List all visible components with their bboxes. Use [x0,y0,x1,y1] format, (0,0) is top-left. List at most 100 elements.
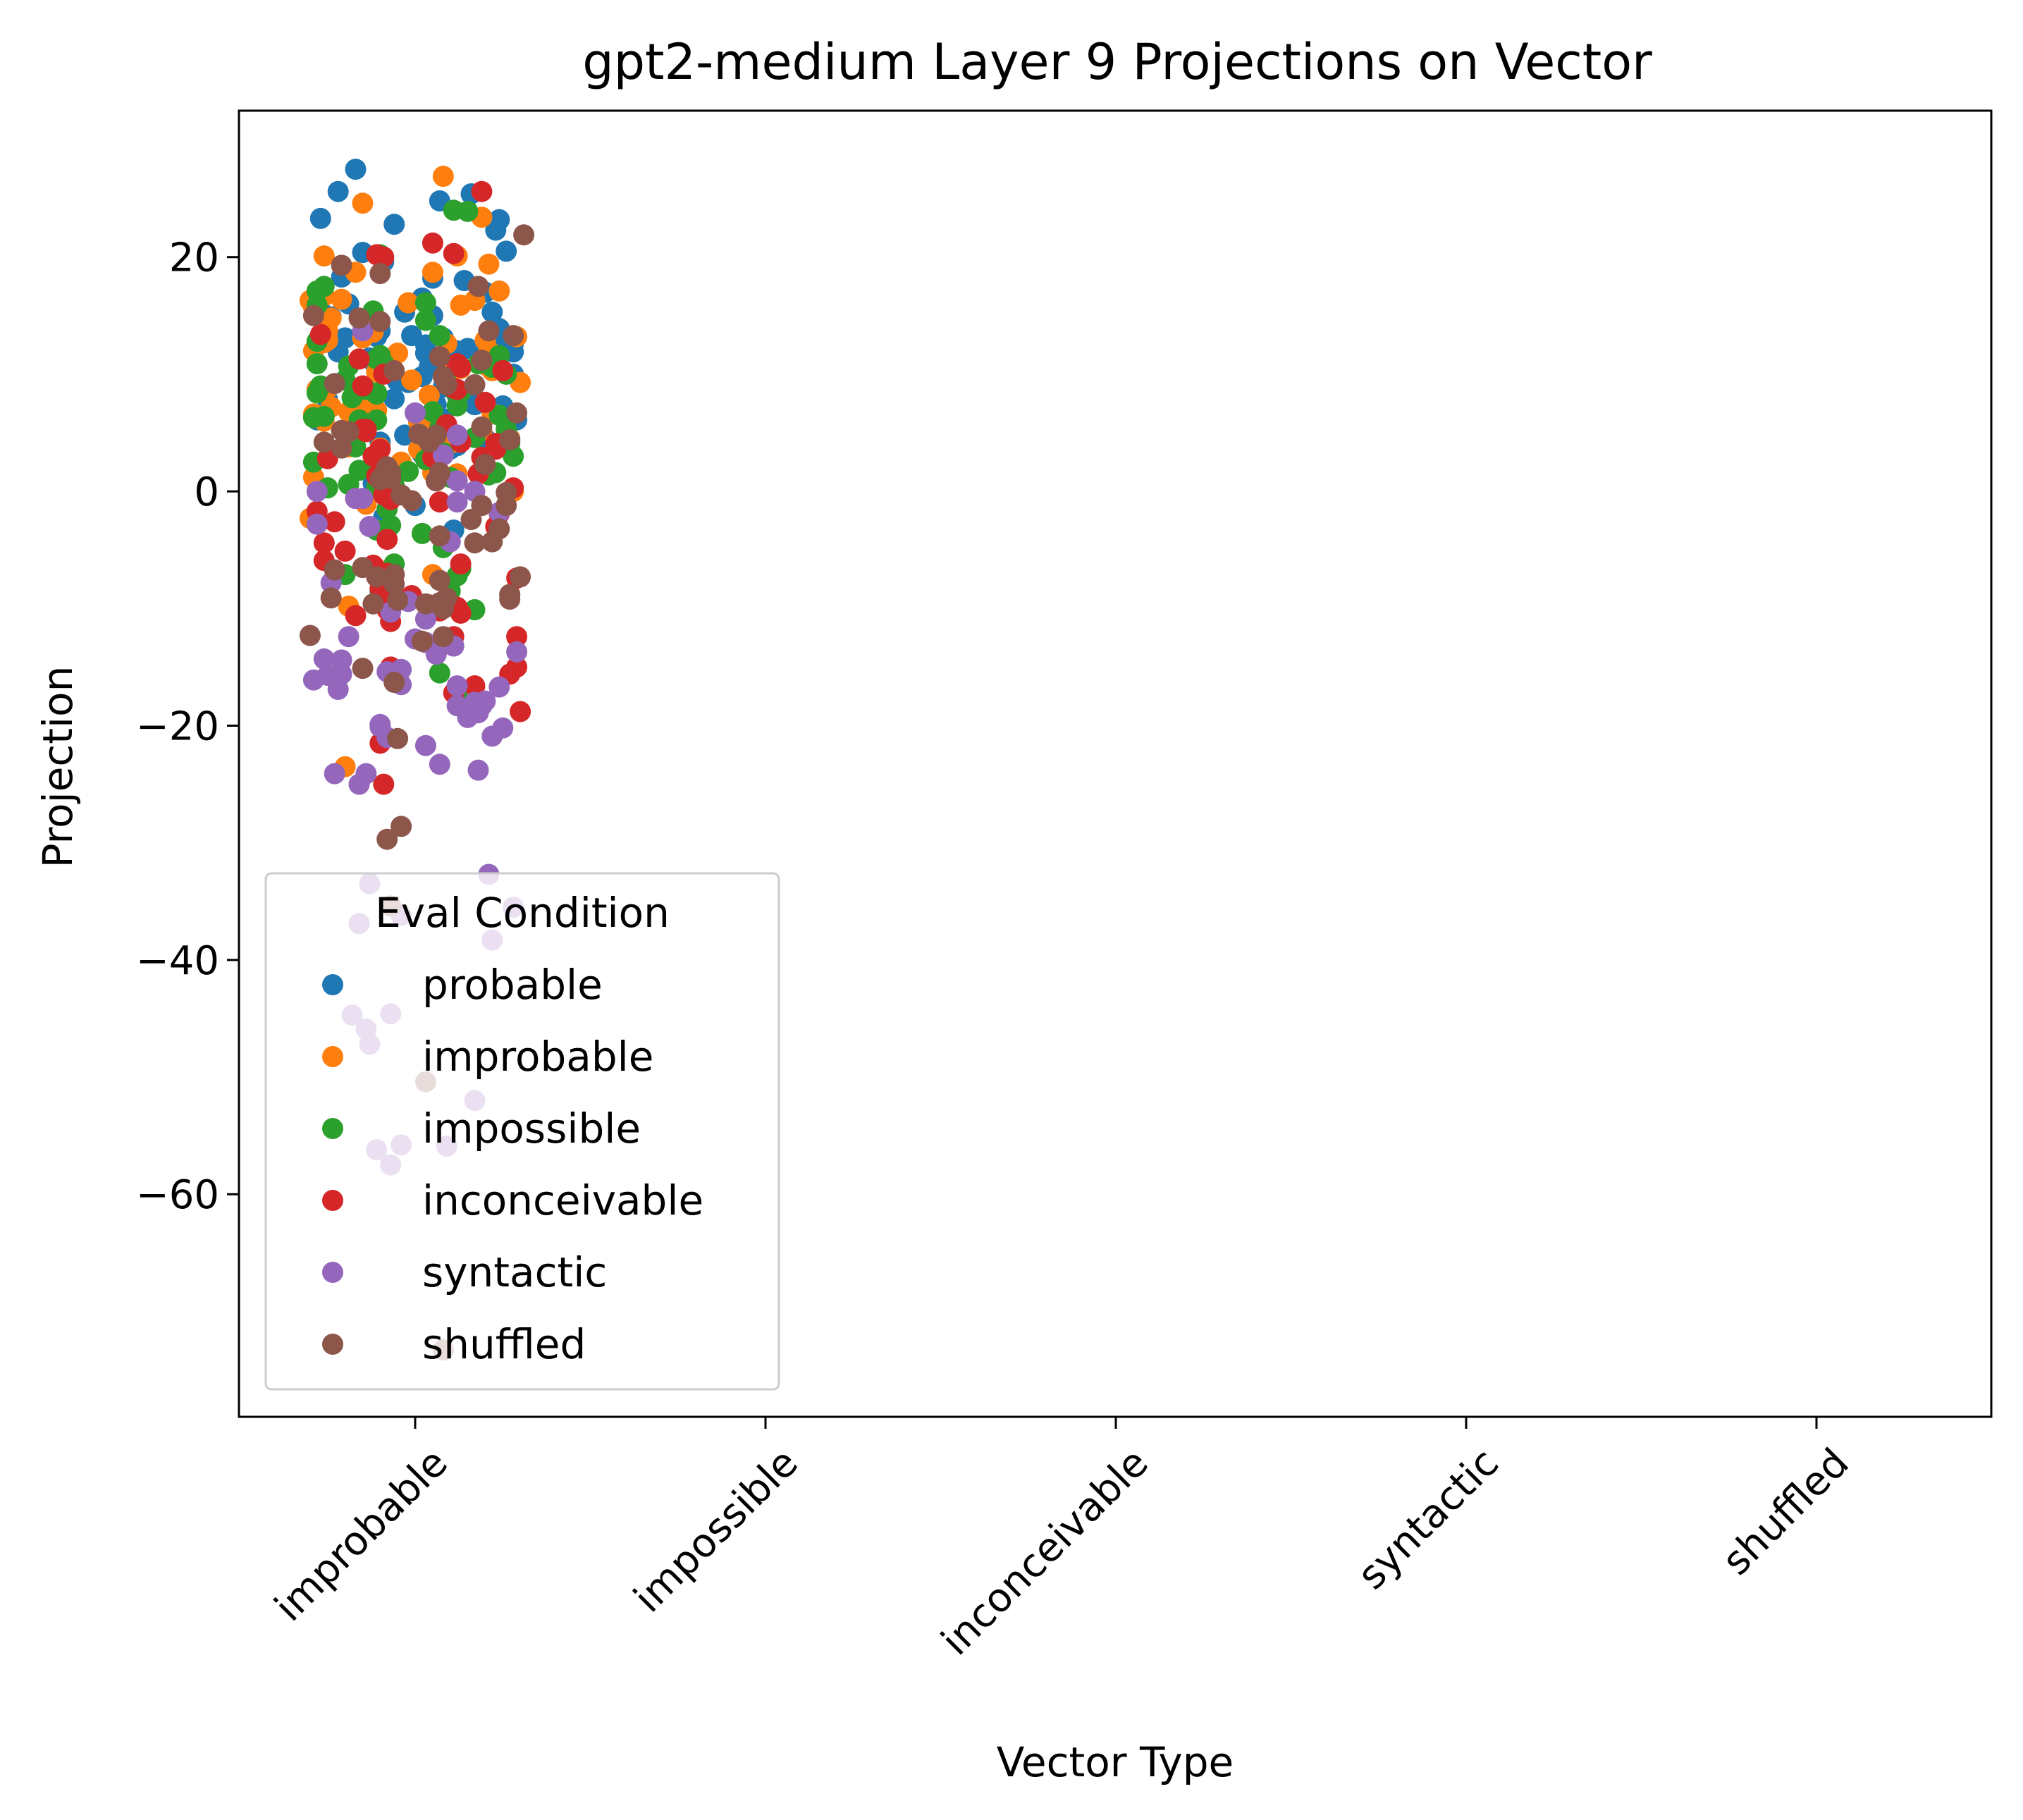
data-point-shuffled [366,566,388,588]
data-point-inconceivable [324,511,345,533]
data-point-improbable [478,253,500,275]
data-point-shuffled [429,462,450,484]
data-point-shuffled [331,254,352,276]
data-point-inconceivable [506,626,528,648]
data-point-shuffled [503,325,524,347]
data-point-syntactic [352,488,374,510]
data-point-shuffled [302,305,324,326]
data-point-shuffled [391,816,412,837]
data-point-shuffled [383,359,405,381]
data-point-shuffled [299,625,321,646]
data-point-inconceivable [464,675,486,696]
data-point-syntactic [488,676,510,698]
data-point-shuffled [391,484,412,506]
data-point-syntactic [446,675,468,696]
legend-label-improbable: improbable [422,1033,653,1081]
data-point-shuffled [387,727,409,749]
data-point-improbable [488,280,510,302]
data-point-shuffled [369,311,391,333]
data-point-inconceivable [471,180,493,202]
data-point-inconceivable [352,375,374,397]
data-point-shuffled [411,630,433,652]
legend-label-shuffled: shuffled [422,1320,586,1368]
data-point-shuffled [376,828,398,850]
data-point-shuffled [499,429,521,450]
data-point-shuffled [506,402,528,424]
data-point-inconceivable [450,553,472,575]
points-layer [299,159,535,1361]
data-point-syntactic [355,763,377,785]
data-point-shuffled [324,559,345,581]
data-point-impossible [429,325,450,347]
data-point-syntactic [414,608,436,630]
y-axis-label: Projection [34,666,82,868]
data-point-probable [496,240,517,262]
data-point-shuffled [471,350,493,371]
data-point-inconceivable [510,701,531,723]
data-point-probable [488,209,510,230]
data-point-shuffled [425,424,447,446]
data-point-shuffled [387,589,409,611]
data-point-inconceivable [373,773,395,795]
data-point-probable [345,159,367,180]
data-point-shuffled [429,525,450,547]
data-point-syntactic [414,734,436,756]
data-point-improbable [432,166,454,187]
legend-marker-inconceivable [322,1190,343,1211]
data-point-syntactic [338,626,359,648]
data-point-shuffled [348,307,370,329]
data-point-shuffled [429,346,450,367]
data-point-impossible [306,353,328,374]
data-point-shuffled [320,587,342,609]
data-point-inconceivable [348,348,370,370]
data-point-shuffled [436,374,457,395]
data-point-inconceivable [373,246,395,268]
data-point-impossible [313,405,335,427]
legend-label-syntactic: syntactic [422,1248,607,1296]
data-point-probable [481,301,503,323]
data-point-syntactic [302,669,324,691]
data-point-probable [327,180,349,202]
legend: Eval Condition probable improbable impossi… [264,872,780,1391]
data-point-inconceivable [450,357,472,378]
legend-label-impossible: impossible [422,1105,641,1152]
data-point-impossible [414,309,436,331]
y-tick-label: −40 [136,938,219,984]
legend-marker-improbable [322,1046,343,1067]
data-point-shuffled [478,320,500,342]
data-point-shuffled [373,464,395,486]
data-point-improbable [401,369,422,391]
data-point-impossible [411,522,433,544]
data-point-impossible [422,401,443,423]
legend-marker-impossible [322,1118,343,1139]
x-axis-label: Vector Type [997,1738,1234,1786]
data-point-shuffled [338,421,359,443]
data-point-syntactic [306,481,328,503]
legend-label-inconceivable: inconceivable [422,1176,703,1224]
legend-label-probable: probable [422,961,603,1009]
data-point-shuffled [499,584,521,605]
legend-marker-syntactic [322,1262,343,1283]
data-point-syntactic [432,444,454,466]
data-point-shuffled [362,593,384,615]
data-point-improbable [450,294,472,316]
data-point-inconceivable [345,605,367,627]
data-point-inconceivable [376,529,398,551]
data-point-shuffled [513,224,535,246]
data-point-impossible [503,445,524,467]
data-point-shuffled [467,276,489,297]
data-point-inconceivable [450,602,472,624]
data-point-inconceivable [429,491,450,513]
data-point-shuffled [464,532,486,554]
data-point-probable [334,327,356,349]
data-point-syntactic [467,759,489,781]
data-point-syntactic [306,513,328,535]
data-point-syntactic [429,754,450,775]
data-point-shuffled [429,570,450,591]
chart-title: gpt2-medium Layer 9 Projections on Vecto… [582,33,1652,91]
data-point-shuffled [313,431,335,453]
data-point-shuffled [471,416,493,438]
data-point-shuffled [474,453,496,475]
data-point-impossible [398,460,419,482]
data-point-probable [383,214,405,235]
